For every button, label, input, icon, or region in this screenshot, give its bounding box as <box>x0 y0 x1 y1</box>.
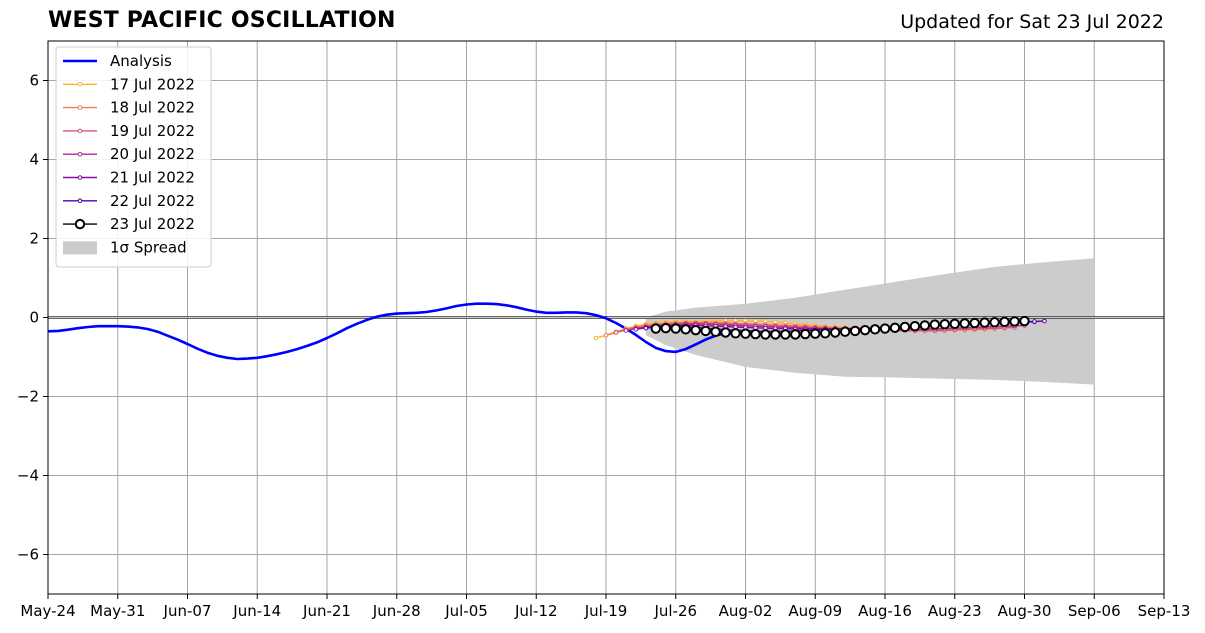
y-tick-label: 6 <box>29 72 39 90</box>
forecast-point <box>979 317 990 328</box>
x-axis-ticks: May-24 May-31 Jun-07 Jun-14 Jun-21 Jun-28 Jul-… <box>20 594 1190 620</box>
legend-box <box>55 46 212 268</box>
forecast-point <box>859 324 871 336</box>
forecast-point <box>849 325 861 337</box>
forecast-point <box>949 318 960 330</box>
legend-label: 17 Jul 2022 <box>110 75 195 93</box>
forecast-point <box>710 326 721 337</box>
forecast-point <box>929 319 941 330</box>
legend-label: Analysis <box>110 52 172 70</box>
spread-band-group <box>645 258 1095 385</box>
chart-subtitle: Updated for Sat 23 Jul 2022 <box>900 11 1164 33</box>
forecast-point <box>1009 316 1020 327</box>
x-tick-label: Sep-06 <box>1068 602 1121 620</box>
forecast-point <box>839 326 851 337</box>
forecast-point <box>989 317 1000 328</box>
x-tick-label: Sep-13 <box>1138 602 1191 620</box>
forecast-point <box>690 324 701 336</box>
x-tick-label: Jun-28 <box>372 602 421 620</box>
forecast-point <box>820 328 831 339</box>
forecast-point <box>660 322 671 334</box>
forecast-point <box>999 316 1010 328</box>
legend-marker <box>77 105 83 110</box>
forecast-point <box>810 328 821 339</box>
x-tick-label: Jul-12 <box>514 602 558 620</box>
x-tick-label: Jul-19 <box>584 602 628 620</box>
analysis-line <box>47 302 756 361</box>
x-tick-label: May-24 <box>20 602 75 620</box>
legend: Analysis 17 Jul 2022 18 Jul 2022 19 Jul 202… <box>55 46 212 268</box>
x-tick-label: Aug-09 <box>788 602 842 620</box>
legend-label: 18 Jul 2022 <box>110 99 195 117</box>
spread-band <box>645 258 1095 385</box>
forecast-point <box>939 319 950 330</box>
legend-marker <box>74 218 86 230</box>
x-tick-label: Jul-05 <box>444 602 488 620</box>
forecast-point <box>633 327 639 332</box>
forecast-point <box>969 317 980 329</box>
forecast-point <box>1042 318 1047 324</box>
legend-marker <box>77 175 83 180</box>
forecast-point <box>1019 315 1030 327</box>
series-group <box>47 302 1047 361</box>
x-tick-label: Jun-14 <box>232 602 281 620</box>
legend-marker <box>77 151 83 157</box>
forecast-point <box>643 325 649 331</box>
chart-title: WEST PACIFIC OSCILLATION <box>48 8 396 33</box>
legend-label: 19 Jul 2022 <box>110 122 195 140</box>
forecast-point <box>879 323 891 334</box>
y-tick-label: 0 <box>29 309 39 327</box>
forecast-point <box>593 335 599 341</box>
legend-marker <box>77 198 83 204</box>
forecast-point <box>909 320 921 332</box>
y-tick-label: −6 <box>17 546 39 564</box>
forecast-point <box>800 328 811 340</box>
forecast-point <box>919 320 931 331</box>
x-tick-label: Jul-26 <box>653 602 697 620</box>
forecast-point <box>740 328 751 339</box>
forecast-point <box>650 323 662 334</box>
forecast-point <box>889 322 901 333</box>
y-tick-label: 2 <box>29 230 39 248</box>
forecast-point <box>603 332 609 338</box>
legend-spread-patch <box>63 241 97 255</box>
x-tick-label: Aug-30 <box>998 602 1052 620</box>
forecast-point <box>959 318 970 329</box>
forecast-point <box>1032 319 1037 324</box>
y-axis-ticks: −6 −4 −2 0 2 4 6 <box>17 72 48 564</box>
forecast-point <box>730 328 741 339</box>
legend-label: 1σ Spread <box>110 238 187 256</box>
forecast-point <box>829 327 841 338</box>
forecast-point <box>869 324 881 335</box>
forecast-point <box>790 329 801 340</box>
legend-label: 23 Jul 2022 <box>110 215 195 233</box>
legend-marker <box>77 82 83 87</box>
y-tick-label: −4 <box>17 467 39 485</box>
forecast-point <box>720 327 731 338</box>
forecast-point <box>770 329 781 340</box>
forecast-point <box>700 325 711 337</box>
y-tick-label: −2 <box>17 388 39 406</box>
forecast-point <box>780 329 791 340</box>
y-tick-label: 4 <box>29 151 39 169</box>
legend-label: 20 Jul 2022 <box>110 145 195 163</box>
legend-label: 21 Jul 2022 <box>110 169 195 187</box>
x-tick-label: Aug-23 <box>928 602 982 620</box>
x-tick-label: Aug-02 <box>719 602 773 620</box>
forecast-point <box>670 323 681 334</box>
x-tick-label: May-31 <box>90 602 145 620</box>
forecast-point <box>760 329 771 340</box>
x-tick-label: Jun-21 <box>302 602 351 620</box>
forecast-point <box>750 328 761 340</box>
forecast-point <box>680 324 691 335</box>
legend-marker <box>77 128 83 134</box>
legend-label: 22 Jul 2022 <box>110 192 195 210</box>
x-tick-label: Jun-07 <box>163 602 212 620</box>
forecast-point <box>899 321 911 333</box>
x-tick-label: Aug-16 <box>858 602 912 620</box>
forecast-point <box>623 328 629 333</box>
forecast-point <box>613 330 619 335</box>
